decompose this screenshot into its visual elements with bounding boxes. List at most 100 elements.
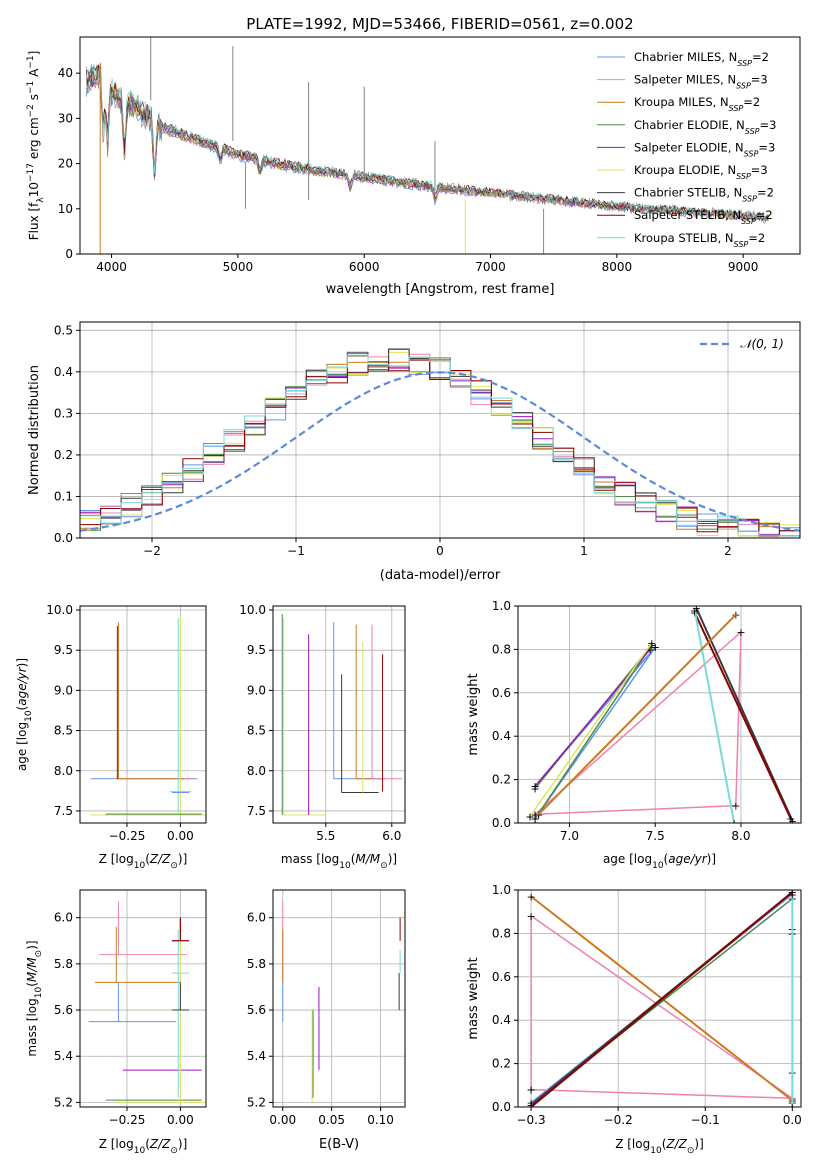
y-tick-label: 0.6 (492, 686, 511, 700)
y-tick-label: 0.2 (492, 1057, 511, 1071)
x-axis-label: Z [log10(Z/Z⊙)] (615, 1137, 704, 1156)
y-tick-label: 7.5 (247, 804, 266, 818)
x-tick-label: 0.05 (318, 1113, 345, 1127)
y-tick-label: 9.0 (247, 683, 266, 697)
legend-entry: 𝒩(0, 1) (740, 337, 784, 351)
residual-histogram (80, 354, 800, 537)
legend-entry: Kroupa MILES, NSSP=2 (634, 95, 760, 113)
weight-marker: + (647, 637, 656, 650)
y-tick-label: 10.0 (239, 603, 266, 617)
x-tick-label: 6.0 (382, 829, 401, 843)
axes-frame (272, 889, 406, 1108)
weight-marker: + (788, 1101, 797, 1114)
y-tick-label: 10.0 (46, 603, 73, 617)
legend-entry: Salpeter MILES, NSSP=3 (634, 73, 768, 91)
panel-mass-vs-z: −0.25 0.00 5.2 5.4 5.6 5.8 6.0 Z [log10(Z/Z⊙)] m… (25, 889, 207, 1156)
weight-marker: + (736, 626, 745, 639)
weight-line (695, 607, 794, 822)
panel-mass-vs-ebv: 0.00 0.05 0.10 5.2 5.4 5.6 5.8 6.0 E(B-V) (247, 889, 406, 1152)
y-axis-label: mass [log10(M/M⊙)] (25, 940, 44, 1056)
legend-entry: Chabrier STELIB, NSSP=2 (634, 186, 774, 204)
axes-frame (517, 605, 802, 824)
weight-marker: + (531, 780, 540, 793)
weight-line (693, 612, 792, 820)
y-tick-label: 0.2 (54, 448, 73, 462)
y-tick-label: 0.4 (492, 1013, 511, 1027)
normal-curve (80, 371, 800, 532)
y-tick-label: 9.5 (54, 643, 73, 657)
x-tick-label: −0.25 (109, 1113, 146, 1127)
y-tick-label: 5.2 (247, 1095, 266, 1109)
y-tick-label: 1.0 (492, 883, 511, 897)
panel-weight-vs-z: +++++++++++++++++++++−0.3 −0.2 −0.1 0.00.00… (466, 883, 802, 1156)
weight-marker: + (526, 1084, 535, 1097)
y-tick-label: 6.0 (54, 911, 73, 925)
axes-frame (79, 889, 207, 1108)
y-tick-label: 5.8 (54, 957, 73, 971)
weight-marker: + (531, 808, 540, 821)
weight-marker: + (525, 810, 534, 823)
x-tick-label: −0.25 (109, 829, 146, 843)
y-tick-label: 0.6 (492, 970, 511, 984)
x-tick-label: 2 (724, 544, 732, 558)
panel-age-vs-mass: 5.5 6.0 7.5 8.0 8.5 9.0 9.5 10.0 mass [log10(M/M… (239, 603, 406, 871)
y-tick-label: 5.4 (247, 1049, 266, 1063)
weight-marker: + (525, 810, 534, 823)
x-tick-label: 0.00 (269, 1113, 296, 1127)
x-tick-label: 5.5 (316, 829, 335, 843)
legend-entry: Kroupa STELIB, NSSP=2 (634, 231, 765, 249)
weight-line (530, 891, 793, 1107)
x-tick-label: −2 (143, 544, 161, 558)
legend-entry: Chabrier MILES, NSSP=2 (634, 50, 769, 68)
y-tick-label: 0.0 (492, 1100, 511, 1114)
x-axis-label: wavelength [Angstrom, rest frame] (326, 282, 555, 297)
weight-marker: + (788, 888, 797, 901)
weight-marker: + (531, 808, 540, 821)
weight-line (534, 630, 742, 816)
x-tick-label: 8.0 (731, 829, 750, 843)
y-axis-label: mass weight (466, 957, 481, 1039)
y-tick-label: 7.5 (54, 804, 73, 818)
x-tick-label: 0.00 (167, 1113, 194, 1127)
y-tick-label: 0.8 (492, 642, 511, 656)
y-tick-label: 6.0 (247, 911, 266, 925)
y-axis-label: Flux [fλ10−17 erg cm−2 s−1 A−1] (26, 51, 46, 241)
y-axis-label: mass weight (466, 673, 481, 755)
legend-entry: Salpeter ELODIE, NSSP=3 (634, 140, 775, 158)
y-tick-label: 0.1 (54, 489, 73, 503)
weight-marker: + (526, 1084, 535, 1097)
x-axis-label: E(B-V) (319, 1137, 359, 1152)
y-axis-label: Normed distribution (27, 365, 42, 495)
x-tick-label: 0.10 (367, 1113, 394, 1127)
weight-marker: + (788, 815, 797, 828)
y-tick-label: 20 (58, 157, 73, 171)
axes-frame (79, 36, 801, 255)
y-tick-label: 8.0 (54, 764, 73, 778)
panel-residuals: −2 −1 0 1 2 0.0 0.1 0.2 0.3 0.4 0.5 𝒩(0, 1) (data-mo… (27, 321, 801, 583)
x-tick-label: 8000 (602, 260, 633, 274)
y-tick-label: 5.4 (54, 1049, 73, 1063)
x-axis-label: (data-model)/error (380, 568, 501, 583)
plot-area (88, 901, 206, 1103)
axes-frame (272, 605, 406, 824)
x-tick-label: −0.1 (691, 1113, 720, 1127)
y-tick-label: 8.0 (247, 764, 266, 778)
y-tick-label: 5.6 (54, 1003, 73, 1017)
y-tick-label: 5.8 (247, 957, 266, 971)
x-axis-label: mass [log10(M/M⊙)] (281, 852, 397, 871)
y-tick-label: 5.2 (54, 1095, 73, 1109)
y-tick-label: 5.6 (247, 1003, 266, 1017)
plot-area (282, 901, 401, 1103)
y-tick-label: 9.0 (54, 683, 73, 697)
x-tick-label: −0.3 (516, 1113, 545, 1127)
weight-marker: + (526, 1099, 535, 1112)
plot-area (80, 348, 800, 537)
weight-marker: + (526, 910, 535, 923)
x-axis-label: age [log10(age/yr)] (603, 852, 716, 871)
legend-entry: Salpeter STELIB, NSSP=2 (634, 208, 773, 226)
y-tick-label: 10 (58, 202, 73, 216)
weight-marker: + (731, 800, 740, 813)
x-tick-label: 7.5 (646, 829, 665, 843)
weight-line (530, 914, 795, 1100)
weight-line (537, 613, 737, 816)
